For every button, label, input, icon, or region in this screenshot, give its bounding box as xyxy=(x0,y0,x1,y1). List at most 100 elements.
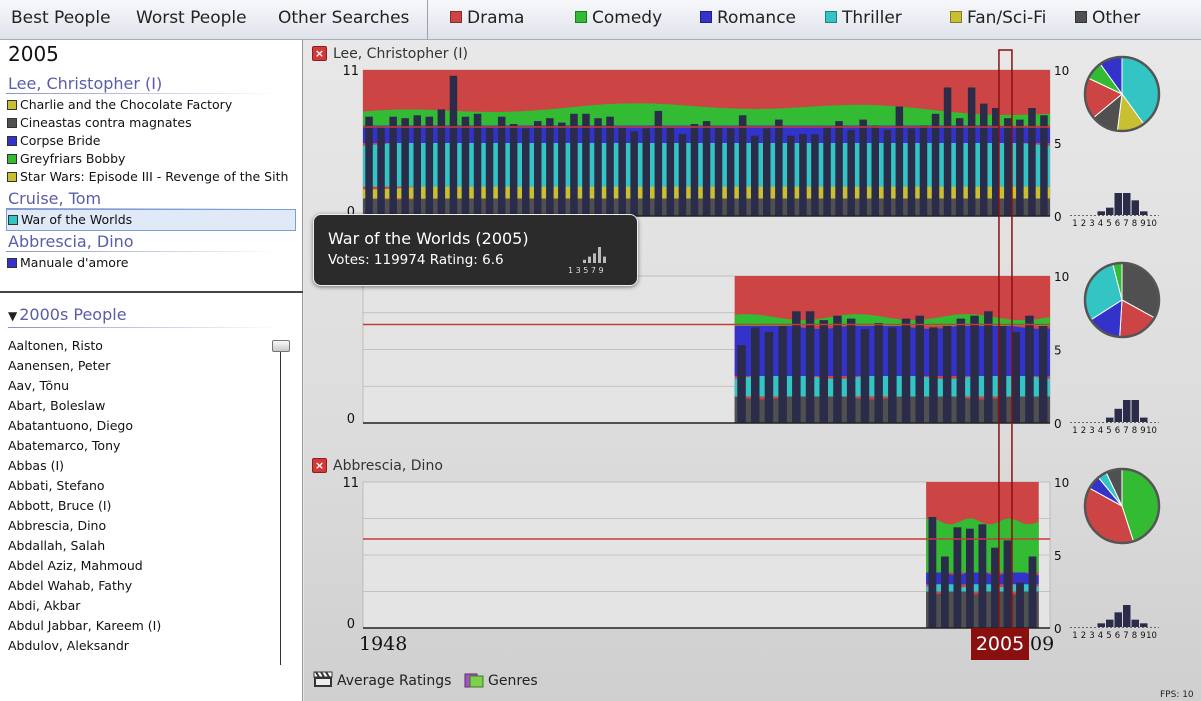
legend-romance[interactable]: Romance xyxy=(700,8,796,28)
film-item[interactable]: Corpse Bride xyxy=(6,132,296,150)
histogram-bar xyxy=(1131,200,1139,215)
average-ratings-button[interactable]: Average Ratings xyxy=(313,671,451,689)
rating-bar xyxy=(764,331,774,423)
rating-bar xyxy=(929,327,938,423)
worst-people-tab[interactable]: Worst People xyxy=(136,8,247,28)
film-title: Manuale d'amore xyxy=(20,255,129,270)
people-list-item[interactable]: Abdallah, Salah xyxy=(8,538,106,553)
histogram-tick-label: 10 xyxy=(1146,631,1157,641)
film-item[interactable]: Charlie and the Chocolate Factory xyxy=(6,96,296,114)
tooltip-title: War of the Worlds (2005) xyxy=(328,229,529,248)
timeline-current-year-marker[interactable]: 2005 xyxy=(971,628,1029,660)
rating-bar xyxy=(919,125,928,216)
people-list-item[interactable]: Aav, Tõnu xyxy=(8,378,70,393)
scroll-slider-track[interactable] xyxy=(280,345,281,665)
histogram-bar xyxy=(1140,417,1148,422)
toolbar-divider xyxy=(427,0,428,40)
people-list-item[interactable]: Aanensen, Peter xyxy=(8,358,111,373)
rating-bar xyxy=(546,118,554,216)
rating-bar xyxy=(874,323,883,423)
best-people-tab[interactable]: Best People xyxy=(11,8,111,28)
rating-bar xyxy=(737,345,746,423)
histogram-bar xyxy=(1106,619,1114,627)
genre-swatch xyxy=(7,136,17,146)
fan-scifi-swatch xyxy=(950,11,962,23)
film-title: Star Wars: Episode III - Revenge of the … xyxy=(20,169,289,184)
histogram-tick-label: 9 xyxy=(1140,219,1145,229)
people-list-item[interactable]: Abbas (I) xyxy=(8,458,65,473)
people-list-item[interactable]: Aaltonen, Risto xyxy=(8,338,103,353)
histogram-tick-label: 6 xyxy=(1115,426,1120,436)
rating-bar xyxy=(984,311,993,423)
people-list-item[interactable]: Abdel Wahab, Fathy xyxy=(8,578,133,593)
people-list-item[interactable]: Abart, Boleslaw xyxy=(8,398,106,413)
thriller-swatch xyxy=(825,11,837,23)
timeline-end-year: 09 xyxy=(1030,633,1055,655)
rating-bar xyxy=(1004,118,1012,216)
rating-bar xyxy=(570,113,578,216)
tooltip-histogram-bar xyxy=(603,256,606,263)
legend-other[interactable]: Other xyxy=(1075,8,1140,28)
rating-bar xyxy=(630,131,638,216)
legend-fan-scifi[interactable]: Fan/Sci-Fi xyxy=(950,8,1046,28)
people-list-item[interactable]: Abdulov, Aleksandr xyxy=(8,638,129,653)
rating-bar xyxy=(1028,108,1036,216)
rating-bar xyxy=(714,126,723,216)
other-searches-tab[interactable]: Other Searches xyxy=(278,8,410,28)
genre-swatch xyxy=(7,100,17,110)
close-chart-3-button[interactable]: × xyxy=(312,458,327,473)
rating-bar xyxy=(365,116,373,216)
people-list-item[interactable]: Abdi, Akbar xyxy=(8,598,81,613)
person-heading-lee[interactable]: Lee, Christopher (I) xyxy=(8,74,163,93)
people-list-item[interactable]: Abbott, Bruce (I) xyxy=(8,498,112,513)
genres-label: Genres xyxy=(488,673,538,689)
people-list-item[interactable]: Abatantuono, Diego xyxy=(8,418,133,433)
pie-outline xyxy=(1083,467,1161,545)
romance-swatch xyxy=(700,11,712,23)
heading-rule xyxy=(6,208,278,209)
genres-button[interactable]: Genres xyxy=(464,671,538,689)
rating-bar xyxy=(618,126,626,216)
rating-bar xyxy=(860,328,870,423)
histogram-tick-label: 7 xyxy=(1123,631,1128,641)
rating-bar xyxy=(901,318,911,423)
timeline-start-year: 1948 xyxy=(359,633,408,655)
people-list-item[interactable]: Abbrescia, Dino xyxy=(8,518,107,533)
people-list-item[interactable]: Abdel Aziz, Mahmoud xyxy=(8,558,143,573)
legend-label: Romance xyxy=(717,8,797,28)
people-list-item[interactable]: Abdul Jabbar, Kareem (I) xyxy=(8,618,162,633)
legend-comedy[interactable]: Comedy xyxy=(575,8,662,28)
rating-bar xyxy=(833,315,842,423)
film-item[interactable]: Manuale d'amore xyxy=(6,254,296,272)
rating-bar xyxy=(606,116,614,216)
rating-bar xyxy=(991,547,999,628)
heading-rule xyxy=(6,251,278,252)
rating-bar xyxy=(895,106,904,216)
rating-bar xyxy=(509,124,518,216)
rating-axis-tick-label: 0 xyxy=(1054,417,1062,431)
people-list-item[interactable]: Abatemarco, Tony xyxy=(8,438,121,453)
person-heading-cruise[interactable]: Cruise, Tom xyxy=(8,189,102,208)
collapse-triangle-icon[interactable]: ▼ xyxy=(8,309,18,323)
film-item[interactable]: Cineastas contra magnates xyxy=(6,114,296,132)
scroll-slider-thumb[interactable] xyxy=(272,340,290,352)
legend-drama[interactable]: Drama xyxy=(450,8,524,28)
rating-axis-tick-label: 0 xyxy=(1054,622,1062,636)
close-chart-1-button[interactable]: × xyxy=(312,46,327,61)
person-heading-abbrescia[interactable]: Abbrescia, Dino xyxy=(8,232,134,251)
average-ratings-label: Average Ratings xyxy=(337,673,452,689)
genre-swatch xyxy=(7,258,17,268)
decade-header-label: 2000s People xyxy=(19,305,127,324)
decade-people-header[interactable]: ▼ 2000s People xyxy=(8,305,127,324)
rating-bar xyxy=(1016,582,1024,628)
clapperboard-icon xyxy=(313,671,333,688)
film-item[interactable]: Greyfriars Bobby xyxy=(6,150,296,168)
rating-bar xyxy=(966,528,974,628)
film-item[interactable]: Star Wars: Episode III - Revenge of the … xyxy=(6,168,296,186)
histogram-bar xyxy=(1131,619,1139,627)
legend-thriller[interactable]: Thriller xyxy=(825,8,902,28)
people-list-item[interactable]: Abbati, Stefano xyxy=(8,478,105,493)
film-item-selected[interactable]: War of the Worlds xyxy=(6,209,296,231)
histogram-bar xyxy=(1114,408,1122,422)
